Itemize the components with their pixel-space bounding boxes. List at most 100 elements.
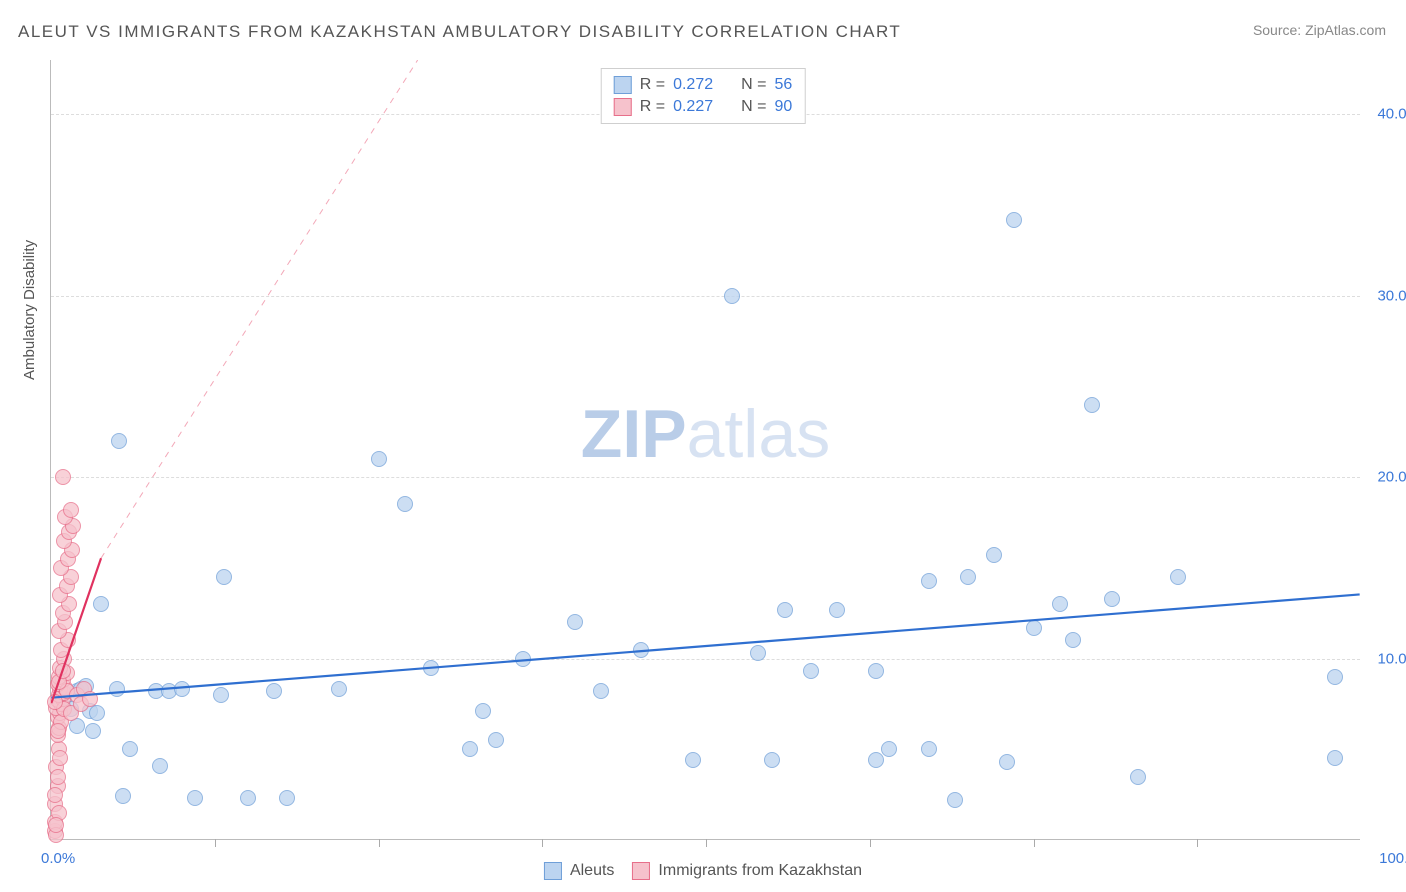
trend-lines	[51, 60, 1360, 839]
data-point	[724, 288, 740, 304]
x-tick	[215, 839, 216, 847]
data-point	[115, 788, 131, 804]
data-point	[475, 703, 491, 719]
data-point	[174, 681, 190, 697]
legend-item: Immigrants from Kazakhstan	[632, 862, 862, 880]
data-point	[1170, 569, 1186, 585]
gridline-h	[51, 296, 1360, 297]
data-point	[633, 642, 649, 658]
gridline-h	[51, 659, 1360, 660]
y-tick-label: 30.0%	[1377, 287, 1406, 304]
data-point	[1065, 632, 1081, 648]
data-point	[85, 723, 101, 739]
data-point	[567, 614, 583, 630]
n-value: 90	[774, 98, 792, 116]
data-point	[50, 723, 66, 739]
data-point	[152, 758, 168, 774]
data-point	[777, 602, 793, 618]
data-point	[764, 752, 780, 768]
data-point	[397, 496, 413, 512]
source-label: Source: ZipAtlas.com	[1253, 22, 1386, 38]
data-point	[986, 547, 1002, 563]
data-point	[921, 741, 937, 757]
data-point	[999, 754, 1015, 770]
data-point	[1052, 596, 1068, 612]
data-point	[187, 790, 203, 806]
x-tick	[542, 839, 543, 847]
data-point	[331, 681, 347, 697]
data-point	[960, 569, 976, 585]
y-tick-label: 10.0%	[1377, 650, 1406, 667]
data-point	[93, 596, 109, 612]
data-point	[52, 750, 68, 766]
x-tick	[706, 839, 707, 847]
data-point	[82, 691, 98, 707]
r-label: R =	[640, 98, 665, 116]
data-point	[921, 573, 937, 589]
data-point	[750, 645, 766, 661]
data-point	[868, 663, 884, 679]
data-point	[371, 451, 387, 467]
data-point	[881, 741, 897, 757]
legend-stat-row: R = 0.272 N = 56	[614, 74, 793, 96]
data-point	[89, 705, 105, 721]
data-point	[279, 790, 295, 806]
data-point	[111, 433, 127, 449]
y-tick-label: 20.0%	[1377, 469, 1406, 486]
legend-swatch	[614, 76, 632, 94]
data-point	[685, 752, 701, 768]
legend-stat-row: R = 0.227 N = 90	[614, 96, 793, 118]
x-tick-label: 0.0%	[41, 850, 75, 867]
gridline-h	[51, 477, 1360, 478]
y-tick-label: 40.0%	[1377, 106, 1406, 123]
legend-swatch	[614, 98, 632, 116]
n-value: 56	[774, 76, 792, 94]
data-point	[55, 469, 71, 485]
data-point	[47, 787, 63, 803]
legend-swatch	[632, 862, 650, 880]
data-point	[50, 769, 66, 785]
y-axis-title: Ambulatory Disability	[21, 239, 38, 379]
data-point	[48, 817, 64, 833]
data-point	[1327, 669, 1343, 685]
data-point	[803, 663, 819, 679]
n-label: N =	[741, 98, 766, 116]
x-tick	[379, 839, 380, 847]
stats-legend: R = 0.272 N = 56 R = 0.227 N = 90	[601, 68, 806, 124]
data-point	[1026, 620, 1042, 636]
watermark-bold: ZIP	[581, 396, 687, 472]
watermark-light: atlas	[687, 396, 831, 472]
data-point	[1130, 769, 1146, 785]
data-point	[829, 602, 845, 618]
data-point	[213, 687, 229, 703]
x-tick	[1197, 839, 1198, 847]
legend-item: Aleuts	[544, 862, 614, 880]
legend-label: Aleuts	[570, 862, 614, 880]
data-point	[1006, 212, 1022, 228]
data-point	[55, 663, 71, 679]
r-label: R =	[640, 76, 665, 94]
data-point	[1327, 750, 1343, 766]
x-tick	[1034, 839, 1035, 847]
r-value: 0.272	[673, 76, 713, 94]
n-label: N =	[741, 76, 766, 94]
x-tick	[870, 839, 871, 847]
chart-title: ALEUT VS IMMIGRANTS FROM KAZAKHSTAN AMBU…	[18, 22, 901, 42]
data-point	[423, 660, 439, 676]
data-point	[109, 681, 125, 697]
data-point	[488, 732, 504, 748]
r-value: 0.227	[673, 98, 713, 116]
data-point	[1084, 397, 1100, 413]
data-point	[868, 752, 884, 768]
series-legend: Aleuts Immigrants from Kazakhstan	[544, 862, 862, 880]
data-point	[462, 741, 478, 757]
data-point	[1104, 591, 1120, 607]
scatter-plot: Ambulatory Disability ZIPatlas 10.0%20.0…	[50, 60, 1360, 840]
data-point	[593, 683, 609, 699]
data-point	[947, 792, 963, 808]
data-point	[240, 790, 256, 806]
data-point	[122, 741, 138, 757]
data-point	[515, 651, 531, 667]
data-point	[216, 569, 232, 585]
x-tick-label: 100.0%	[1379, 850, 1406, 867]
